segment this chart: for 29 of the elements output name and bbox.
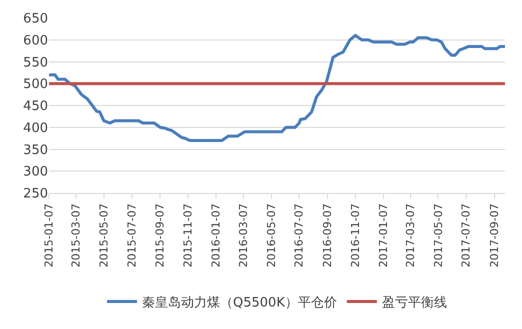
- legend-label: 盈亏平衡线: [382, 296, 447, 311]
- x-tick-label: 2016-07-07: [292, 203, 306, 268]
- x-tick-label: 2017-03-07: [404, 203, 417, 268]
- x-tick-label: 2017-09-07: [488, 203, 502, 268]
- x-tick-label: 2016-01-07: [210, 203, 223, 268]
- y-tick-label: 350: [23, 142, 48, 158]
- y-tick-label: 450: [23, 99, 48, 114]
- y-tick-label: 600: [23, 33, 48, 48]
- x-tick-label: 2016-05-07: [264, 203, 278, 268]
- y-tick-label: 400: [23, 120, 48, 136]
- x-tick-label: 2015-05-07: [97, 203, 110, 268]
- y-tick-label: 550: [23, 55, 48, 70]
- y-tick-label: 300: [23, 164, 48, 180]
- x-tick-label: 2017-07-07: [460, 203, 473, 268]
- x-tick-label: 2015-11-07: [182, 203, 195, 268]
- y-tick-label: 500: [23, 77, 48, 92]
- x-tick-label: 2017-05-07: [432, 203, 445, 268]
- y-tick-label: 250: [23, 186, 48, 202]
- x-tick-label: 2016-03-07: [236, 203, 250, 268]
- x-tick-label: 2015-09-07: [154, 203, 167, 268]
- x-tick-label: 2016-11-07: [349, 203, 362, 268]
- legend-label: 秦皇岛动力煤（Q5500K）平仓价: [142, 296, 337, 311]
- line-series: [49, 34, 505, 142]
- y-tick-label: 650: [23, 12, 48, 27]
- x-tick-label: 2016-09-07: [321, 203, 334, 268]
- x-tick-label: 2015-01-07: [42, 203, 56, 268]
- x-tick-label: 2015-03-07: [70, 203, 83, 268]
- x-tick-label: 2015-07-07: [125, 203, 138, 268]
- x-tick-label: 2017-01-07: [376, 203, 390, 268]
